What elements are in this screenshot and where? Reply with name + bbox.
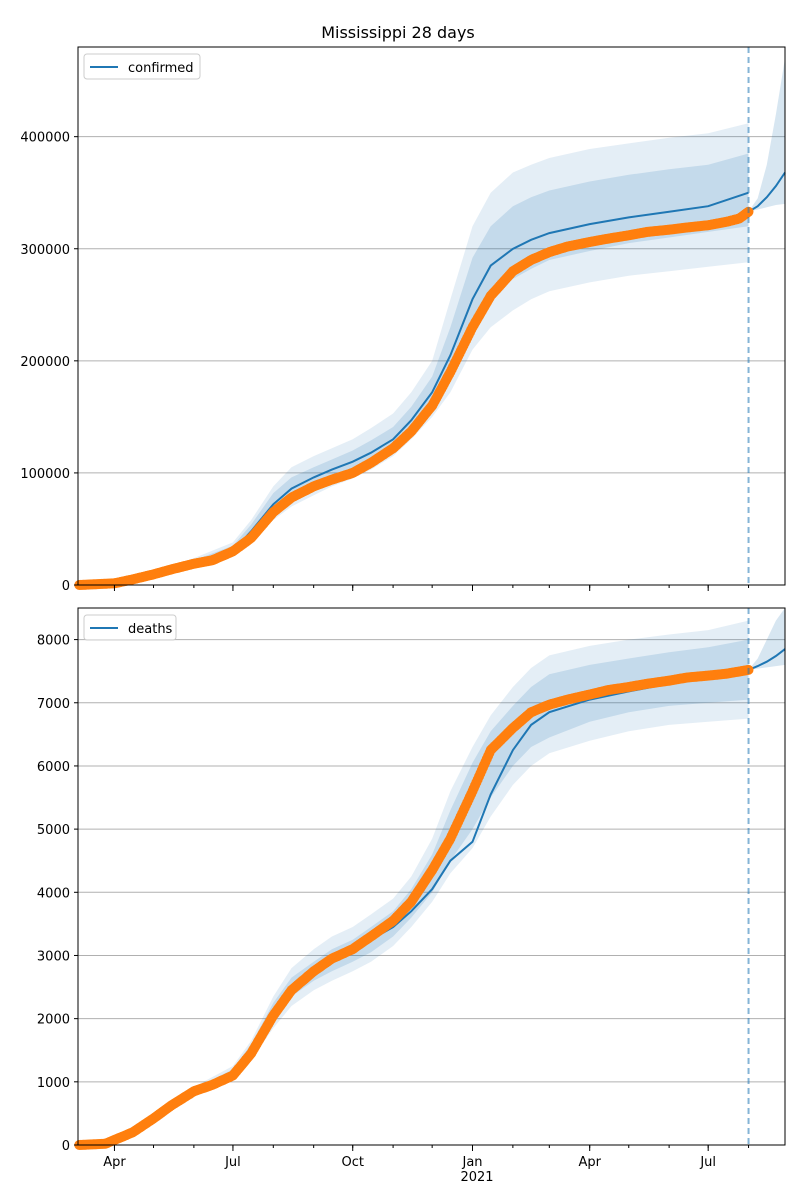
- forecast-band: [748, 58, 785, 212]
- forecast-band: [748, 608, 785, 670]
- y-tick-label: 200000: [20, 355, 70, 370]
- legend-label: deaths: [128, 622, 173, 637]
- legend-label: confirmed: [128, 61, 194, 76]
- forecast-line: [747, 171, 786, 213]
- forecast-line: [748, 648, 786, 671]
- y-tick-label: 100000: [20, 467, 70, 482]
- x-tick-label: Jan: [461, 1155, 482, 1170]
- legend: deaths: [83, 614, 177, 641]
- uncertainty-band-outer: [85, 620, 749, 1145]
- chart-title: Mississippi 28 days: [321, 23, 475, 42]
- y-tick-label: 0: [62, 579, 70, 594]
- y-tick-label: 1000: [37, 1076, 70, 1091]
- y-tick-label: 8000: [37, 634, 70, 649]
- x-tick-label: Jul: [224, 1155, 241, 1170]
- model-line: [79, 668, 749, 1146]
- y-tick-label: 4000: [37, 886, 70, 901]
- uncertainty-band-inner: [85, 153, 749, 585]
- y-tick-label: 5000: [37, 823, 70, 838]
- x-tick-label: Apr: [103, 1155, 126, 1170]
- y-tick-label: 400000: [20, 131, 70, 146]
- confirmed-panel: 0 100000 200000 300000 400000 confirmed: [20, 46, 786, 594]
- legend-box: [83, 614, 177, 641]
- x-tick-label: Jul: [699, 1155, 716, 1170]
- y-tick-label: 3000: [37, 949, 70, 964]
- axes-frame: [77, 46, 786, 586]
- deaths-panel: 0 1000 2000 3000 4000 5000 6000 7000 8000 Apr Jul O…: [37, 607, 786, 1170]
- legend-box: [83, 53, 201, 80]
- y-tick-label: 7000: [37, 697, 70, 712]
- x-tick-label: Oct: [341, 1155, 363, 1170]
- y-tick-label: 6000: [37, 760, 70, 775]
- y-tick-label: 300000: [20, 243, 70, 258]
- y-tick-label: 2000: [37, 1013, 70, 1028]
- x-tick-label: Apr: [578, 1155, 601, 1170]
- legend: confirmed: [83, 53, 201, 80]
- axes-frame: [77, 607, 786, 1146]
- y-tick-label: 0: [62, 1139, 70, 1154]
- x-year-label: 2021: [460, 1170, 493, 1185]
